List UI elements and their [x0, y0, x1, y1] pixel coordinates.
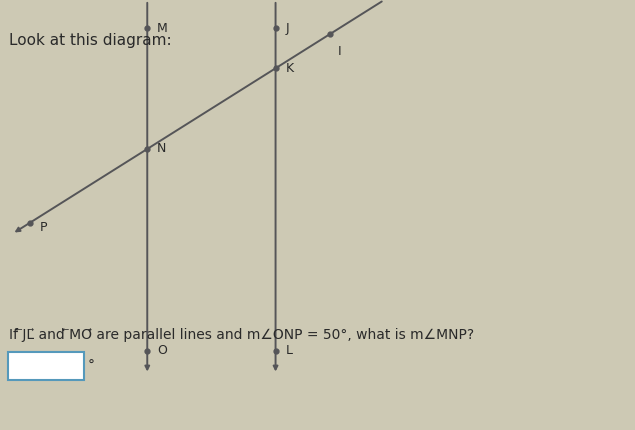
Text: M: M [157, 22, 168, 34]
Text: L: L [285, 344, 293, 357]
Text: N: N [157, 142, 166, 156]
Text: J: J [285, 22, 289, 34]
Text: O: O [157, 344, 167, 357]
Text: °: ° [88, 359, 95, 373]
Text: P: P [40, 221, 47, 234]
Text: I: I [338, 46, 342, 58]
Text: Look at this diagram:: Look at this diagram: [9, 33, 171, 48]
Text: K: K [285, 62, 293, 75]
FancyBboxPatch shape [8, 352, 84, 380]
Text: If ⃖JL⃗ and ⃖MO⃗ are parallel lines and m∠ONP = 50°, what is m∠MNP?: If ⃖JL⃗ and ⃖MO⃗ are parallel lines and … [9, 328, 474, 341]
